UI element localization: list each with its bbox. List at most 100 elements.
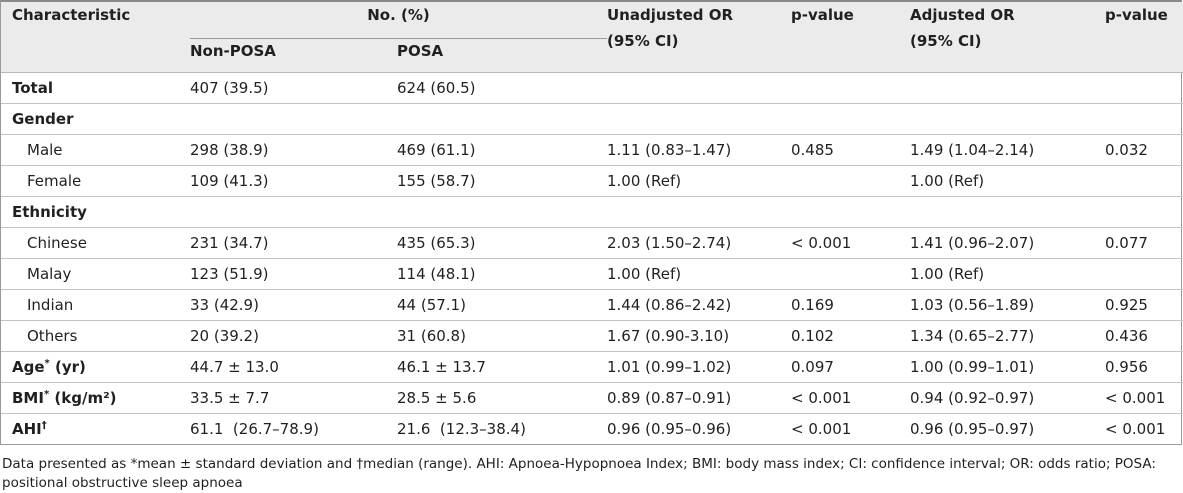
cell-adjusted-or: 1.00 (Ref) — [910, 165, 1105, 197]
row-label: Female — [1, 165, 190, 197]
cell-p-value-1 — [791, 103, 910, 135]
header-row-1: Characteristic No. (%) Unadjusted OR (95… — [1, 2, 1183, 73]
table-row: Female 109 (41.3) 155 (58.7) 1.00 (Ref) … — [1, 165, 1183, 197]
cell-posa: 31 (60.8) — [397, 320, 607, 352]
cell-non-posa: 231 (34.7) — [190, 227, 397, 259]
cell-posa — [397, 196, 607, 228]
cell-posa: 21.6 (12.3–38.4) — [397, 420, 526, 438]
cell-p-value-1: 0.097 — [791, 351, 910, 383]
cell-unadjusted-or — [607, 196, 791, 228]
cell-p-value-2 — [1105, 196, 1183, 228]
cell-unadjusted-or — [607, 72, 791, 104]
cell-unadjusted-or: 1.67 (0.90-3.10) — [607, 320, 791, 352]
cell-p-value-2 — [1105, 72, 1183, 104]
header-p-value-2: p-value — [1105, 2, 1183, 73]
header-p-value-1: p-value — [791, 2, 910, 73]
cell-non-posa: 33.5 ± 7.7 — [190, 382, 397, 414]
table-row: Age* (yr) 44.7 ± 13.0 46.1 ± 13.7 1.01 (… — [1, 351, 1183, 383]
cell-non-posa: 298 (38.9) — [190, 134, 397, 166]
cell-posa — [397, 103, 607, 135]
cell-p-value-2 — [1105, 258, 1183, 290]
cell-p-value-2: 0.032 — [1105, 134, 1183, 166]
cell-posa: 624 (60.5) — [397, 72, 607, 104]
cell-non-posa: 20 (39.2) — [190, 320, 397, 352]
cell-posa: 469 (61.1) — [397, 134, 607, 166]
table-row: Others 20 (39.2) 31 (60.8) 1.67 (0.90-3.… — [1, 320, 1183, 352]
cell-adjusted-or — [910, 72, 1105, 104]
cell-adjusted-or: 1.00 (0.99–1.01) — [910, 351, 1105, 383]
row-label-text: Age — [12, 358, 45, 376]
cell-unadjusted-or: 1.00 (Ref) — [607, 258, 791, 290]
table-row: Chinese 231 (34.7) 435 (65.3) 2.03 (1.50… — [1, 227, 1183, 259]
row-label: Ethnicity — [1, 196, 190, 228]
cell-p-value-2 — [1105, 165, 1183, 197]
cell-non-posa: 61.1 (26.7–78.9) — [190, 420, 319, 438]
cell-p-value-1 — [791, 72, 910, 104]
cell-posa: 435 (65.3) — [397, 227, 607, 259]
table-row: Total 407 (39.5) 624 (60.5) — [1, 72, 1183, 104]
cell-adjusted-or: 0.96 (0.95–0.97) — [910, 420, 1035, 438]
table-row: Malay 123 (51.9) 114 (48.1) 1.00 (Ref) 1… — [1, 258, 1183, 290]
cell-adjusted-or: 0.94 (0.92–0.97) — [910, 382, 1105, 414]
cell-p-value-1 — [791, 258, 910, 290]
row-label-sup: * — [43, 389, 50, 400]
row-label-bmi: BMI* (kg/m²) — [1, 382, 190, 414]
header-blank — [1, 38, 190, 73]
cell-p-value-1: < 0.001 — [791, 227, 910, 259]
cell-p-value-1: 0.169 — [791, 289, 910, 321]
cell-adjusted-or: 1.41 (0.96–2.07) — [910, 227, 1105, 259]
row-label: Total — [1, 72, 190, 104]
row-label-suffix: (kg/m²) — [49, 389, 117, 407]
row-label-text: BMI — [12, 389, 44, 407]
cell-adjusted-or: 1.00 (Ref) — [910, 258, 1105, 290]
cell-p-value-2 — [1105, 103, 1183, 135]
header-posa: POSA — [397, 38, 607, 73]
cell-non-posa: 33 (42.9) — [190, 289, 397, 321]
header-characteristic: Characteristic — [1, 2, 190, 39]
table-row: Indian 33 (42.9) 44 (57.1) 1.44 (0.86–2.… — [1, 289, 1183, 321]
cell-p-value-1: 0.485 — [791, 134, 910, 166]
cell-p-value-1: < 0.001 — [791, 382, 910, 414]
cell-unadjusted-or: 1.44 (0.86–2.42) — [607, 289, 791, 321]
cell-posa: 28.5 ± 5.6 — [397, 382, 607, 414]
row-label: Others — [1, 320, 190, 352]
cell-non-posa: 109 (41.3) — [190, 165, 397, 197]
table-footnote: Data presented as *mean ± standard devia… — [2, 456, 1156, 491]
cell-p-value-1 — [791, 196, 910, 228]
cell-p-value-2: < 0.001 — [1105, 382, 1183, 414]
cell-non-posa: 44.7 ± 13.0 — [190, 351, 397, 383]
cell-adjusted-or — [910, 196, 1105, 228]
header-unadjusted-or-line2: (95% CI) — [607, 32, 679, 50]
cell-p-value-1 — [791, 165, 910, 197]
cell-p-value-1: < 0.001 — [791, 420, 852, 438]
cell-posa: 44 (57.1) — [397, 289, 607, 321]
cell-unadjusted-or: 1.00 (Ref) — [607, 165, 791, 197]
cell-p-value-1: 0.102 — [791, 320, 910, 352]
row-label-sup: * — [44, 358, 50, 369]
header-no-pct: No. (%) — [190, 2, 607, 39]
cell-non-posa — [190, 196, 397, 228]
header-adjusted-or-line2: (95% CI) — [910, 32, 982, 50]
cell-posa: 114 (48.1) — [397, 258, 607, 290]
cell-p-value-2: < 0.001 — [1105, 420, 1166, 438]
cell-unadjusted-or: 1.11 (0.83–1.47) — [607, 134, 791, 166]
cell-unadjusted-or: 0.96 (0.95–0.96) — [607, 420, 732, 438]
cell-non-posa: 123 (51.9) — [190, 258, 397, 290]
cell-p-value-2: 0.925 — [1105, 289, 1183, 321]
header-adjusted-or: Adjusted OR (95% CI) — [910, 2, 1105, 73]
cell-unadjusted-or — [607, 103, 791, 135]
cell-p-value-2: 0.956 — [1105, 351, 1183, 383]
cell-posa: 46.1 ± 13.7 — [397, 351, 607, 383]
table-row: AHI† 61.1 (26.7–78.9) 21.6 (12.3–38.4) 0… — [1, 414, 1183, 445]
row-label: Indian — [1, 289, 190, 321]
table-row: BMI* (kg/m²) 33.5 ± 7.7 28.5 ± 5.6 0.89 … — [1, 382, 1183, 414]
cell-posa: 155 (58.7) — [397, 165, 607, 197]
table-row: Ethnicity — [1, 196, 1183, 228]
cell-adjusted-or: 1.34 (0.65–2.77) — [910, 320, 1105, 352]
cell-unadjusted-or: 2.03 (1.50–2.74) — [607, 227, 791, 259]
cell-p-value-2: 0.077 — [1105, 227, 1183, 259]
data-table-container: Characteristic No. (%) Unadjusted OR (95… — [0, 0, 1183, 445]
cell-adjusted-or — [910, 103, 1105, 135]
cell-non-posa — [190, 103, 397, 135]
row-label-ahi: AHI† — [1, 414, 190, 445]
